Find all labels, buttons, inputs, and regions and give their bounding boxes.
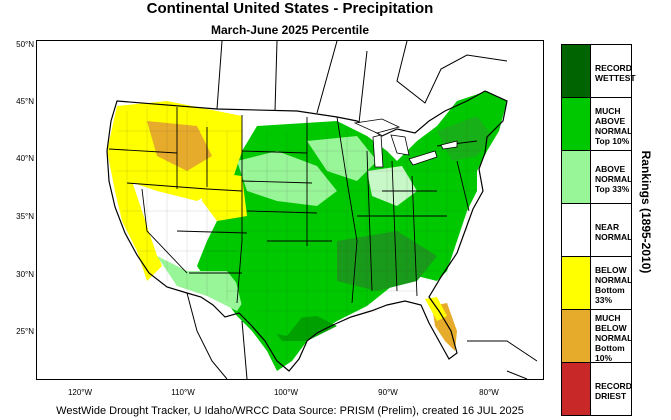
- legend-swatch: [562, 45, 591, 97]
- legend-label: NEAR NORMAL: [595, 221, 633, 242]
- legend-swatch: [562, 204, 591, 256]
- region-ne-green: [437, 116, 492, 161]
- legend-label: MUCH BELOW NORMAL Bottom 10%: [595, 312, 633, 363]
- legend-swatch: [562, 98, 591, 150]
- legend-label: RECORD WETTEST: [595, 62, 636, 83]
- lon-tick-120: 120°W: [67, 388, 93, 397]
- legend-label: BELOW NORMAL Bottom 33%: [595, 264, 633, 305]
- lat-tick-30: 30°N: [16, 270, 34, 279]
- region-midwest-light: [307, 136, 377, 181]
- region-great-basin-white: [137, 191, 207, 271]
- legend-item-record-driest: RECORD DRIEST: [562, 363, 632, 415]
- lat-tick-45: 45°N: [16, 97, 34, 106]
- legend-item-below-normal: BELOW NORMAL Bottom 33%: [562, 257, 633, 310]
- legend-label: MUCH ABOVE NORMAL Top 10%: [595, 105, 633, 146]
- legend-swatch: [562, 257, 591, 309]
- region-southwest-light: [157, 256, 247, 311]
- map-title: Continental United States - Precipitatio…: [146, 0, 434, 17]
- legend-swatch: [562, 310, 591, 362]
- state-boundaries: [108, 107, 478, 304]
- source-footer: WestWide Drought Tracker, U Idaho/WRCC D…: [56, 405, 524, 417]
- international-borders: [186, 41, 538, 379]
- lat-tick-35: 35°N: [16, 212, 34, 221]
- lon-tick-80: 80°W: [479, 388, 499, 397]
- legend-label: ABOVE NORMAL Top 33%: [595, 163, 633, 194]
- legend-item-record-wettest: RECORD WETTEST: [562, 45, 636, 98]
- region-rockies-yellow: [202, 171, 247, 221]
- conus-outline: [106, 90, 508, 372]
- region-texas-green: [232, 261, 307, 336]
- lat-tick-50: 50°N: [16, 40, 34, 49]
- legend-title: Rankings (1895-2010): [639, 150, 653, 274]
- lon-tick-110: 110°W: [171, 388, 195, 397]
- legend-item-near-normal: NEAR NORMAL: [562, 204, 633, 257]
- region-west-coast-yellow: [107, 151, 162, 281]
- legend-swatch: [562, 151, 591, 203]
- legend-item-much-below-normal: MUCH BELOW NORMAL Bottom 10%: [562, 310, 633, 363]
- lat-tick-25: 25°N: [16, 327, 34, 336]
- legend-label: RECORD DRIEST: [595, 380, 632, 401]
- great-lakes: [353, 118, 458, 168]
- precipitation-map: [36, 40, 544, 380]
- region-southeast-dark: [337, 231, 437, 291]
- lon-tick-100: 100°W: [273, 388, 299, 397]
- legend-item-much-above-normal: MUCH ABOVE NORMAL Top 10%: [562, 98, 633, 151]
- legend-item-above-normal: ABOVE NORMAL Top 33%: [562, 151, 633, 204]
- region-plains-light: [237, 151, 337, 206]
- region-nw-much-below: [147, 121, 212, 171]
- legend-swatch: [562, 363, 591, 415]
- lat-tick-40: 40°N: [16, 154, 34, 163]
- lon-tick-90: 90°W: [378, 388, 398, 397]
- percentile-regions: [107, 91, 507, 371]
- conus-map-svg: [106, 41, 538, 379]
- map-subtitle: March-June 2025 Percentile: [210, 23, 370, 37]
- legend: RECORD WETTEST MUCH ABOVE NORMAL Top 10%…: [561, 44, 636, 416]
- region-ohio-near-normal: [367, 166, 417, 206]
